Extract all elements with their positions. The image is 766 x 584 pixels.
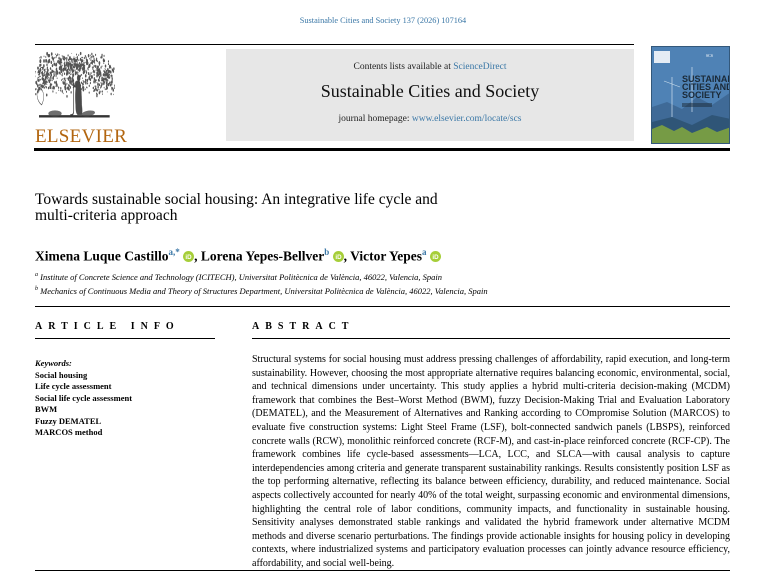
svg-text:iD: iD	[432, 254, 439, 261]
svg-text:SOCIETY: SOCIETY	[682, 90, 722, 100]
svg-text:SCS: SCS	[706, 53, 713, 58]
svg-text:iD: iD	[335, 254, 342, 261]
svg-text:iD: iD	[186, 254, 193, 261]
